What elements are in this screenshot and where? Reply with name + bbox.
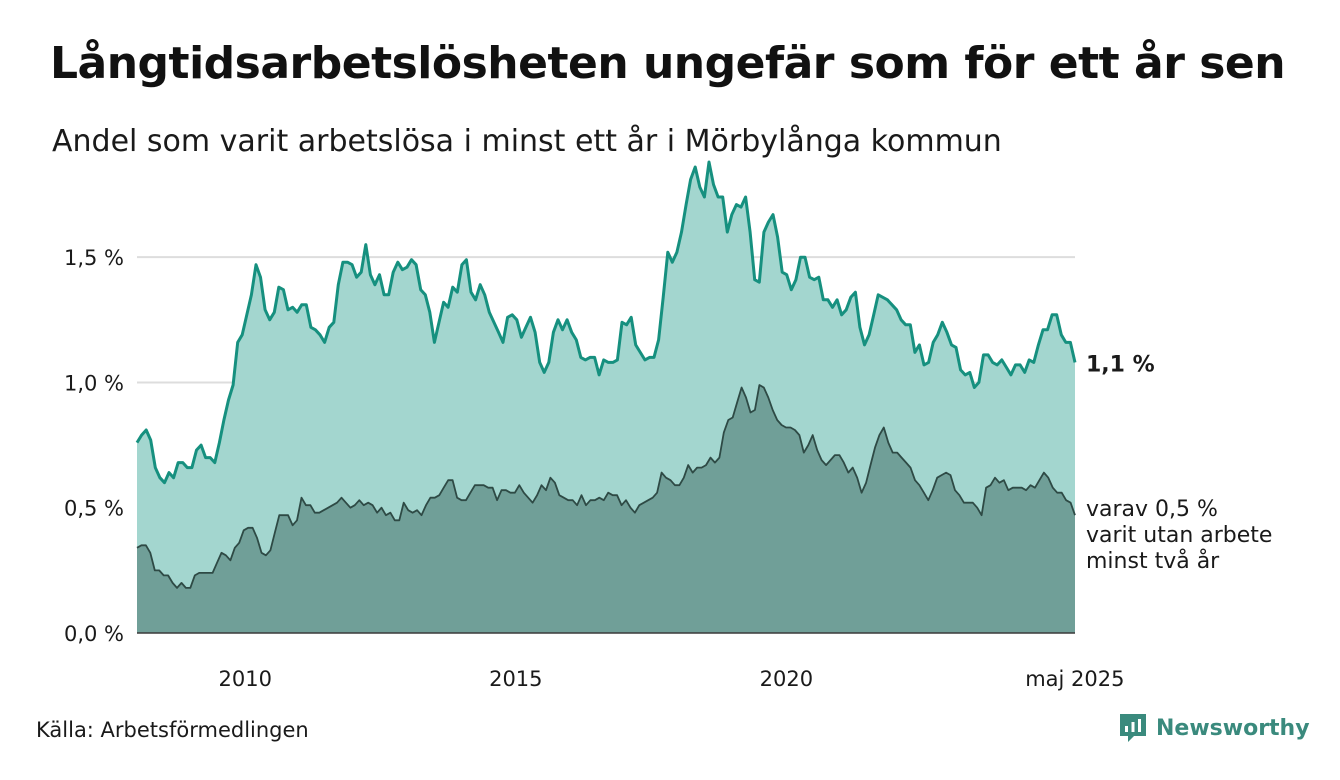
x-tick-label: 2010 [219,667,272,691]
chart-subtitle: Andel som varit arbetslösa i minst ett å… [52,124,1002,159]
chart-title: Långtidsarbetslösheten ungefär som för e… [50,38,1286,89]
x-tick-label: 2015 [489,667,542,691]
end-label-two-year-line-1: varav 0,5 % [1086,497,1218,522]
x-axis-ticks: 2010 2015 2020 maj 2025 [219,667,1125,691]
x-tick-label: 2020 [760,667,813,691]
y-tick-label: 1,5 % [64,246,124,270]
newsworthy-logo-icon [1120,714,1146,742]
y-axis-ticks: 0,0 % 0,5 % 1,0 % 1,5 % [64,246,124,646]
line-two-year [136,384,1076,589]
end-label-one-year: 1,1 % [1086,352,1155,377]
brand-name: Newsworthy [1156,715,1310,741]
end-label-two-year-line-3: minst två år [1086,548,1220,574]
y-tick-label: 1,0 % [64,371,124,395]
line-one-year [135,160,1077,485]
chart-svg: 0,0 % 0,5 % 1,0 % 1,5 % 2010 2015 2020 maj 202… [64,160,1279,691]
area-two-year [137,385,1075,633]
source-note: Källa: Arbetsförmedlingen [36,718,309,742]
end-label-two-year: varav 0,5 % varit utan arbete minst två … [1086,497,1279,574]
brand-logo[interactable]: Newsworthy [1118,712,1310,744]
x-tick-label: maj 2025 [1025,667,1124,691]
y-tick-label: 0,0 % [64,622,124,646]
y-tick-label: 0,5 % [64,497,124,521]
end-label-two-year-line-2: varit utan arbete [1086,523,1272,548]
